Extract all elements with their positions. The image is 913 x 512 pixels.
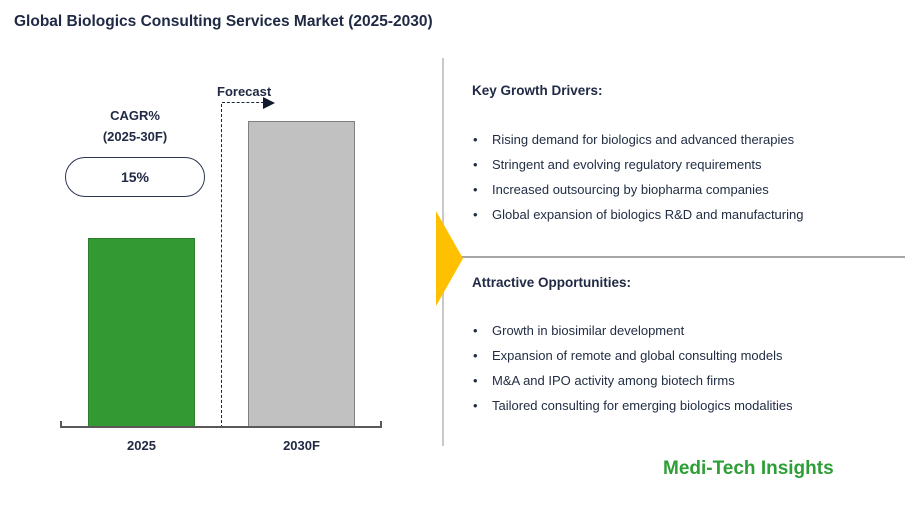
cagr-value-pill: 15% (65, 157, 205, 197)
list-item: Stringent and evolving regulatory requir… (472, 152, 892, 177)
list-item: Tailored consulting for emerging biologi… (472, 393, 892, 418)
brand-logo: Medi-Tech Insights (663, 458, 834, 479)
x-label-2025: 2025 (127, 438, 156, 453)
horizontal-divider (458, 256, 905, 258)
cagr-value: 15% (120, 169, 150, 185)
growth-drivers-list: Rising demand for biologics and advanced… (472, 127, 892, 227)
page-title: Global Biologics Consulting Services Mar… (14, 13, 433, 30)
list-item: Rising demand for biologics and advanced… (472, 127, 892, 152)
cagr-title: CAGR% (2025-30F) (65, 105, 205, 147)
x-axis (60, 421, 382, 428)
bar-2025 (88, 238, 195, 428)
bar-2030f (248, 121, 355, 428)
list-item: Growth in biosimilar development (472, 318, 892, 343)
list-item: M&A and IPO activity among biotech firms (472, 368, 892, 393)
forecast-arrowhead-icon (263, 97, 275, 109)
opportunities-heading: Attractive Opportunities: (472, 275, 632, 290)
cagr-title-line2: (2025-30F) (102, 129, 168, 144)
list-item: Expansion of remote and global consultin… (472, 343, 892, 368)
list-item: Increased outsourcing by biopharma compa… (472, 177, 892, 202)
x-label-2030f: 2030F (283, 438, 320, 453)
growth-drivers-heading: Key Growth Drivers: (472, 83, 603, 98)
right-arrow-icon (436, 211, 463, 306)
opportunities-list: Growth in biosimilar development Expansi… (472, 318, 892, 418)
forecast-label: Forecast (217, 84, 272, 99)
forecast-arrow-line (222, 102, 264, 103)
cagr-title-line1: CAGR% (110, 108, 160, 123)
forecast-dashed-divider (221, 104, 222, 428)
list-item: Global expansion of biologics R&D and ma… (472, 202, 892, 227)
